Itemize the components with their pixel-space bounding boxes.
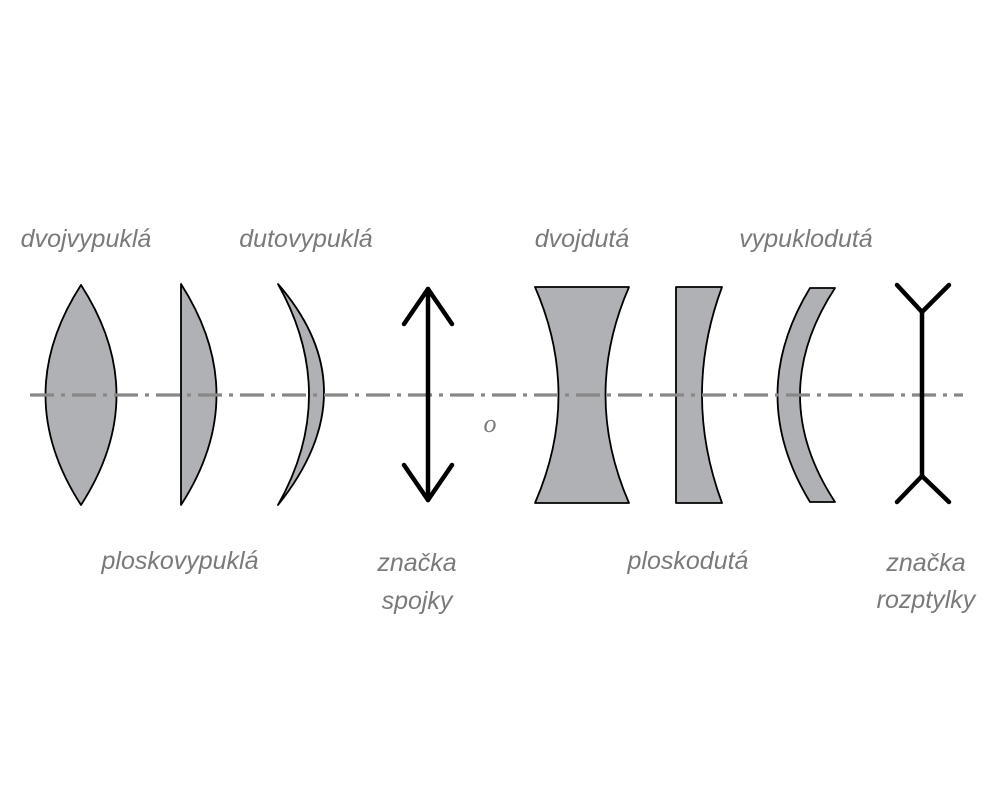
- label-plano-convex: ploskovypuklá: [100, 547, 258, 575]
- label-converging-symbol-line1: značka: [376, 549, 456, 577]
- label-diverging-symbol-line1: značka: [885, 549, 965, 577]
- convexo-concave-lens: [776, 287, 836, 503]
- label-diverging-symbol-line2: rozptylky: [877, 586, 977, 614]
- label-convexo-concave: vypuklodutá: [739, 225, 873, 253]
- diverging-lens-symbol: [894, 282, 952, 505]
- label-converging-symbol-line2: spojky: [382, 587, 454, 615]
- labels: dvojvypuklá dutovypuklá dvojdutá vypuklo…: [21, 225, 977, 615]
- label-biconcave: dvojdutá: [535, 225, 630, 253]
- converging-lens-symbol: [401, 286, 455, 503]
- label-concavo-convex: dutovypuklá: [239, 225, 373, 253]
- label-optical-axis: o: [484, 409, 497, 438]
- concavo-convex-lens: [277, 283, 325, 506]
- label-biconvex: dvojvypuklá: [21, 225, 152, 253]
- plano-concave-lens: [675, 286, 723, 504]
- label-plano-concave: ploskodutá: [627, 547, 749, 575]
